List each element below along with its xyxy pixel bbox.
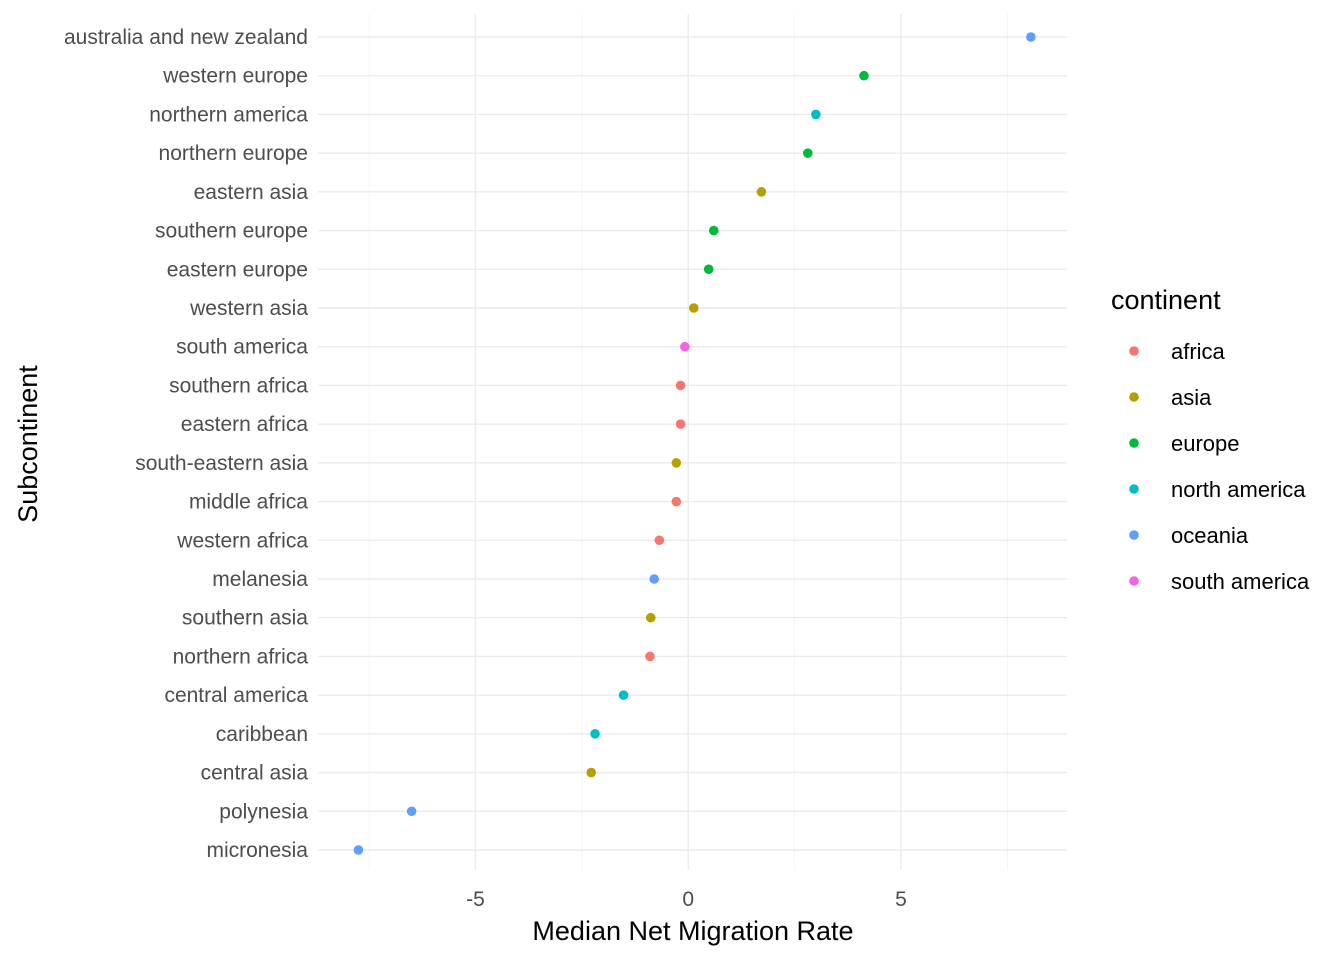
data-point <box>675 419 686 429</box>
y-tick-label: south-eastern asia <box>135 452 308 475</box>
y-tick-label: northern africa <box>173 645 309 668</box>
data-point <box>654 535 665 546</box>
x-axis-title: Median Net Migration Rate <box>532 916 853 946</box>
legend-key <box>1129 484 1139 494</box>
grid-lines <box>318 14 1067 870</box>
legend-label: south america <box>1171 569 1310 594</box>
y-axis-title: Subcontinent <box>13 365 43 523</box>
data-point <box>671 496 682 507</box>
data-point <box>688 303 699 313</box>
y-tick-label: central asia <box>201 762 309 785</box>
y-tick-label: eastern africa <box>181 413 309 436</box>
legend-label: oceania <box>1171 523 1249 548</box>
y-tick-label: southern asia <box>182 607 308 630</box>
legend-key <box>1129 438 1139 448</box>
y-tick-label: middle africa <box>189 491 308 514</box>
y-tick-label: northern america <box>149 103 308 126</box>
y-tick-label: eastern europe <box>167 258 308 281</box>
y-tick-label: australia and new zealand <box>64 26 308 49</box>
data-point <box>811 109 821 120</box>
y-tick-label: polynesia <box>219 800 308 823</box>
x-axis-tick-labels: -5 0 5 <box>466 888 907 911</box>
y-tick-label: western asia <box>189 297 308 320</box>
data-point <box>590 729 600 739</box>
legend-entries: africa asia europe north america oceania sout… <box>1129 339 1310 594</box>
data-point <box>586 767 597 778</box>
y-tick-label: caribbean <box>216 723 308 746</box>
data-point <box>649 574 659 584</box>
data-point <box>671 458 682 468</box>
y-tick-label: micronesia <box>206 839 308 862</box>
data-point <box>645 612 656 623</box>
data-point <box>645 651 655 662</box>
legend-title: continent <box>1111 285 1221 315</box>
y-tick-label: western europe <box>162 65 308 88</box>
y-tick-label: melanesia <box>212 568 308 591</box>
y-tick-label: central america <box>164 684 308 707</box>
legend-label: europe <box>1171 431 1240 456</box>
data-point <box>680 341 690 352</box>
legend-label: asia <box>1171 385 1212 410</box>
data-point <box>353 845 364 855</box>
data-point <box>708 225 719 236</box>
y-tick-label: southern europe <box>155 220 308 243</box>
y-tick-label: southern africa <box>169 374 308 397</box>
x-tick-label: -5 <box>466 888 485 911</box>
y-axis-tick-labels: australia and new zealand western europe n… <box>64 26 308 862</box>
data-point <box>703 264 714 275</box>
data-points <box>353 32 1036 855</box>
data-point <box>618 690 629 700</box>
legend-label: africa <box>1171 339 1226 364</box>
data-point <box>756 187 767 197</box>
data-point <box>675 380 686 391</box>
legend: continent africa asia europe north america o… <box>1111 285 1310 594</box>
data-point <box>1026 32 1036 42</box>
y-tick-label: northern europe <box>159 142 308 165</box>
data-point <box>803 148 813 158</box>
legend-key <box>1129 346 1139 356</box>
y-tick-label: south america <box>176 336 308 359</box>
y-tick-label: eastern asia <box>194 181 309 204</box>
x-tick-label: 0 <box>682 888 694 911</box>
legend-key <box>1129 530 1139 540</box>
legend-label: north america <box>1171 477 1306 502</box>
legend-key <box>1129 392 1139 402</box>
data-point <box>406 806 417 817</box>
legend-key <box>1129 576 1139 586</box>
data-point <box>859 70 869 81</box>
y-tick-label: western africa <box>176 529 308 552</box>
x-tick-label: 5 <box>895 888 907 911</box>
